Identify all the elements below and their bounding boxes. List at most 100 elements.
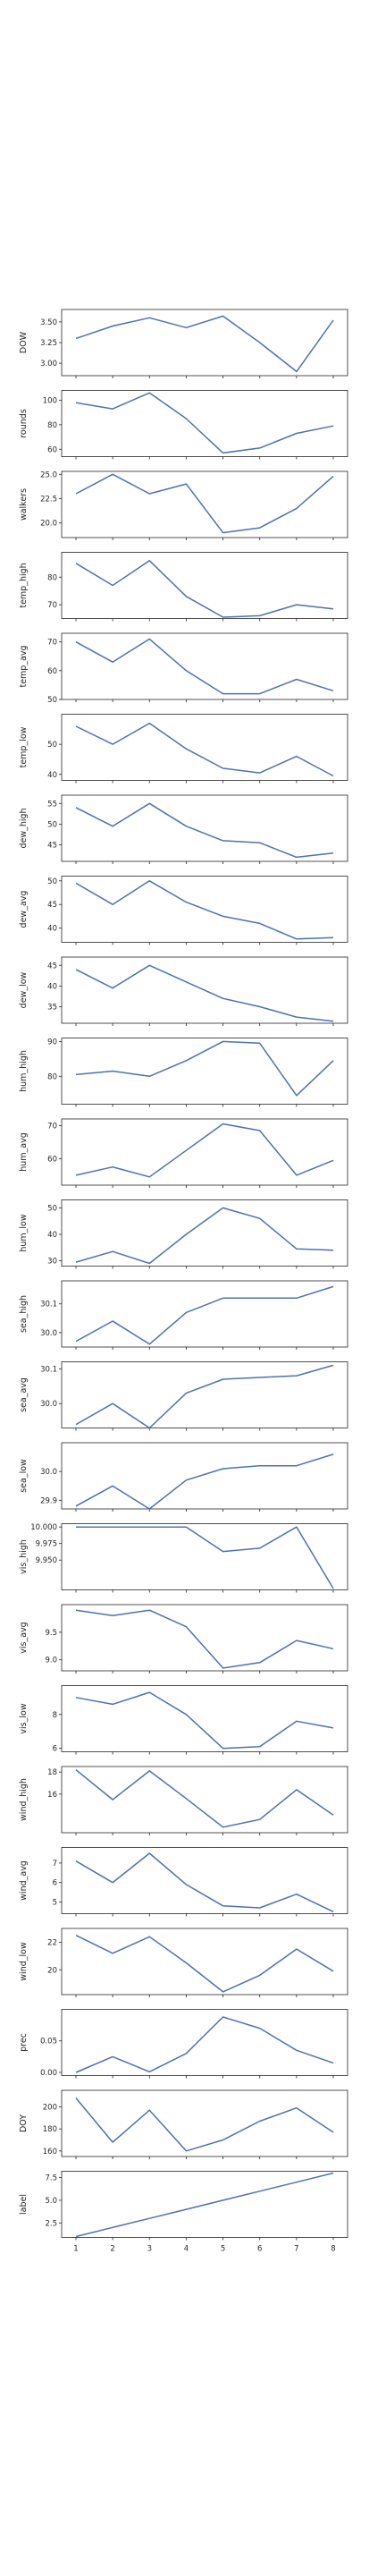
y-tick-label: 70 bbox=[47, 601, 57, 610]
panel-wind_avg: 5 6 7 wind_avg bbox=[19, 1847, 348, 1917]
y-tick-label: 30.0 bbox=[40, 1468, 57, 1477]
y-tick-label: 9.5 bbox=[45, 1629, 57, 1638]
y-tick-label: 45 bbox=[47, 842, 57, 851]
y-tick-label: 200 bbox=[43, 2104, 57, 2113]
y-tick-label: 22.5 bbox=[40, 495, 57, 504]
panel-dew_high: 45 50 55 dew_high bbox=[19, 794, 348, 864]
y-axis-label: dew_avg bbox=[19, 891, 29, 928]
y-tick-label: 29.9 bbox=[40, 1496, 57, 1505]
y-tick-label: 30.0 bbox=[40, 1400, 57, 1409]
y-tick-label: 40 bbox=[47, 1231, 57, 1240]
y-axis-label: walkers bbox=[19, 488, 29, 521]
y-tick-label: 22 bbox=[47, 1938, 57, 1947]
y-tick-label: 50 bbox=[47, 820, 57, 829]
panel-rounds: 60 80 100 rounds bbox=[19, 390, 348, 460]
y-axis-label: DOY bbox=[19, 2114, 29, 2132]
y-tick-label: 40 bbox=[47, 771, 57, 780]
series-line-sea_avg bbox=[75, 1364, 334, 1429]
y-tick-label: 0.00 bbox=[40, 2069, 57, 2078]
y-tick-label: 70 bbox=[47, 639, 57, 648]
panel-temp_low: 40 50 temp_low bbox=[19, 714, 348, 784]
y-axis-label: dew_high bbox=[19, 808, 29, 848]
axes-frame bbox=[61, 714, 348, 781]
panel-sea_low: 29.9 30.0 sea_low bbox=[19, 1442, 348, 1512]
axes-frame bbox=[61, 1038, 348, 1105]
y-axis-label: temp_low bbox=[19, 726, 29, 767]
y-tick-label: 50 bbox=[47, 741, 57, 750]
series-line-hum_avg bbox=[75, 1123, 334, 1178]
x-tick-label: 5 bbox=[221, 2245, 225, 2254]
y-tick-label: 45 bbox=[47, 962, 57, 970]
y-axis-label: sea_avg bbox=[19, 1377, 29, 1412]
axes-frame bbox=[61, 876, 348, 943]
axes-frame bbox=[61, 309, 348, 377]
y-axis-label: hum_avg bbox=[19, 1132, 29, 1172]
axes-frame bbox=[61, 1928, 348, 1996]
y-tick-label: 6 bbox=[53, 1879, 57, 1888]
y-tick-label: 50 bbox=[47, 1204, 57, 1213]
y-axis-label: hum_low bbox=[19, 1214, 29, 1251]
axes-frame bbox=[61, 390, 348, 457]
y-axis-label: vis_avg bbox=[19, 1622, 29, 1653]
series-line-DOW bbox=[75, 315, 334, 373]
panel-sea_high: 30.0 30.1 sea_high bbox=[19, 1280, 348, 1350]
panel-DOW: 3.00 3.25 3.50 DOW bbox=[19, 309, 348, 378]
panel-DOY: 160 180 200 DOY bbox=[19, 2089, 348, 2159]
series-line-label bbox=[75, 2172, 334, 2238]
series-line-wind_high bbox=[75, 1769, 334, 1828]
y-tick-label: 40 bbox=[47, 925, 57, 934]
panel-hum_high: 80 90 hum_high bbox=[19, 1038, 348, 1107]
panel-hum_avg: 60 70 hum_avg bbox=[19, 1118, 348, 1188]
y-tick-label: 30.1 bbox=[40, 1365, 57, 1374]
axes-frame bbox=[61, 632, 348, 700]
y-tick-label: 7.5 bbox=[45, 2174, 57, 2183]
y-tick-label: 18 bbox=[47, 1768, 57, 1777]
y-tick-label: 20.0 bbox=[40, 520, 57, 529]
y-tick-label: 3.25 bbox=[40, 339, 57, 348]
panel-dew_avg: 40 45 50 dew_avg bbox=[19, 876, 348, 945]
axes-frame bbox=[61, 956, 348, 1024]
y-axis-label: vis_high bbox=[19, 1539, 29, 1574]
axes-frame bbox=[61, 1685, 348, 1752]
x-tick-label: 3 bbox=[147, 2245, 152, 2254]
panel-prec: 0.00 0.05 prec bbox=[19, 2009, 348, 2079]
x-tick-label: 4 bbox=[184, 2245, 189, 2254]
series-line-prec bbox=[75, 2016, 334, 2073]
y-tick-label: 5.0 bbox=[45, 2197, 57, 2206]
axes-frame bbox=[61, 1604, 348, 1672]
y-tick-label: 30.0 bbox=[40, 1329, 57, 1338]
series-line-temp_high bbox=[75, 560, 334, 618]
series-line-dew_avg bbox=[75, 880, 334, 940]
y-tick-label: 50 bbox=[47, 877, 57, 886]
axes-frame bbox=[61, 2171, 348, 2238]
series-line-dew_high bbox=[75, 802, 334, 859]
y-tick-label: 35 bbox=[47, 1004, 57, 1013]
y-tick-label: 60 bbox=[47, 1155, 57, 1164]
y-axis-label: label bbox=[19, 2194, 29, 2215]
axes-frame bbox=[61, 1766, 348, 1834]
y-tick-label: 40 bbox=[47, 982, 57, 991]
y-tick-label: 20 bbox=[47, 1966, 57, 1975]
y-tick-label: 45 bbox=[47, 901, 57, 910]
y-tick-label: 7 bbox=[53, 1860, 57, 1868]
y-axis-label: rounds bbox=[19, 409, 29, 438]
y-tick-label: 9.975 bbox=[36, 1540, 57, 1549]
y-axis-label: temp_high bbox=[19, 563, 29, 607]
y-axis-label: sea_low bbox=[19, 1459, 29, 1493]
series-line-rounds bbox=[75, 392, 334, 454]
y-tick-label: 10.000 bbox=[30, 1523, 57, 1532]
y-tick-label: 9.0 bbox=[45, 1657, 57, 1665]
series-line-hum_high bbox=[75, 1040, 334, 1097]
panel-vis_low: 6 8 vis_low bbox=[19, 1685, 348, 1755]
y-axis-label: wind_low bbox=[19, 1942, 29, 1981]
panel-wind_low: 20 22 wind_low bbox=[19, 1928, 348, 1997]
y-tick-label: 3.50 bbox=[40, 318, 57, 327]
y-tick-label: 50 bbox=[47, 696, 57, 705]
axes-frame bbox=[61, 470, 348, 538]
panel-temp_avg: 50 60 70 temp_avg bbox=[19, 632, 348, 705]
y-axis-label: hum_high bbox=[19, 1050, 29, 1092]
series-line-walkers bbox=[75, 473, 334, 534]
series-line-vis_low bbox=[75, 1691, 334, 1750]
